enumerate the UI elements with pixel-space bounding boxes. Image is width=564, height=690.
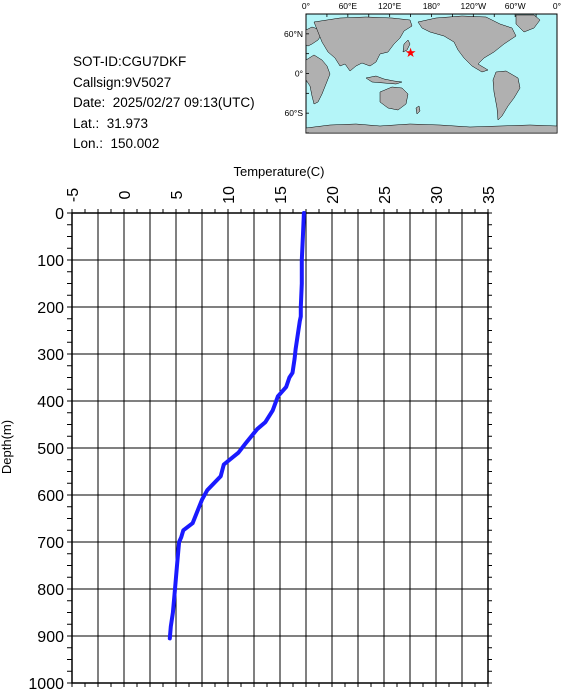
x-tick-label: 0 [117,190,134,199]
map-lon-label: 120°W [461,1,487,11]
location-marker: ★ [405,45,417,60]
y-tick-label: 800 [37,582,64,599]
land-antarctica [305,123,558,134]
map-land [305,14,558,134]
y-tick-label: 200 [37,300,64,317]
land-japan [402,39,411,53]
land-new-zealand [415,105,421,115]
date-label: Date: 2025/02/27 09:13(UTC) [73,95,255,110]
x-tick-label: 5 [169,190,186,199]
y-tick-label: 300 [37,347,64,364]
land-north-america [417,15,517,73]
temperature-profile-line [167,211,306,641]
x-tick-label: 35 [481,186,498,204]
x-tick-labels: -5 0 5 10 15 20 25 30 35 [65,186,498,204]
map-lon-label: 120°E [378,1,402,11]
land-indonesia [365,75,403,85]
callsign-label: Callsign:9V5027 [73,74,172,90]
y-tick-label: 0 [55,206,64,223]
x-tick-label: 30 [429,186,446,204]
land-greenland [515,14,541,33]
map-lon-label: 180° [423,1,441,11]
x-tick-label: 25 [377,186,394,204]
x-tick-label: 20 [325,186,342,204]
map-top-labels: 0° 60°E 120°E 180° 120°W 60°W 0° [302,1,561,11]
map-lat-label: 60°N [284,29,303,39]
chart-grid [71,212,489,684]
land-australia [379,86,409,111]
y-tick-label: 900 [37,629,64,646]
land-south-america [492,70,521,121]
y-tick-label: 500 [37,441,64,458]
minor-ticks [67,209,492,687]
map-lon-label: 60°E [339,1,358,11]
land-asia [313,16,413,72]
x-tick-label: -5 [65,188,82,202]
map-ticks [305,13,558,134]
map-lon-label: 0° [553,1,561,11]
world-map: 0° 60°E 120°E 180° 120°W 60°W 0° 60°N 0° 60°S ★ [284,1,561,134]
y-tick-label: 1000 [28,676,64,690]
profile-info: SOT-ID:CGU7DKF Callsign:9V5027 Date: 202… [73,52,255,155]
map-lon-label: 0° [302,1,310,11]
y-tick-label: 600 [37,488,64,505]
map-lon-label: 60°W [505,1,526,11]
map-lat-label: 0° [295,69,303,79]
map-left-labels: 60°N 0° 60°S [284,29,303,118]
x-axis-label: Temperature(C) [233,164,324,179]
sot-id-label: SOT-ID:CGU7DKF [73,54,187,69]
x-tick-label: 15 [273,186,290,204]
y-tick-labels: 0 100 200 300 400 500 600 700 800 900 1000 [28,206,64,690]
y-tick-label: 700 [37,535,64,552]
latitude-label: Lat.: 31.973 [73,115,149,131]
longitude-label: Lon.: 150.002 [73,136,160,151]
x-tick-label: 10 [221,186,238,204]
land-africa [305,54,331,105]
y-axis-label: Depth(m) [0,420,14,474]
map-lat-label: 60°S [284,108,303,118]
y-tick-label: 400 [37,394,64,411]
y-tick-label: 100 [37,253,64,270]
